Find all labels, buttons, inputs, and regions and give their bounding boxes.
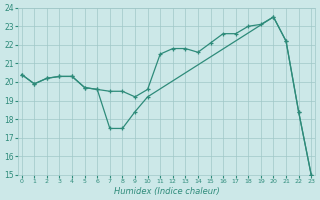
X-axis label: Humidex (Indice chaleur): Humidex (Indice chaleur) (114, 187, 219, 196)
